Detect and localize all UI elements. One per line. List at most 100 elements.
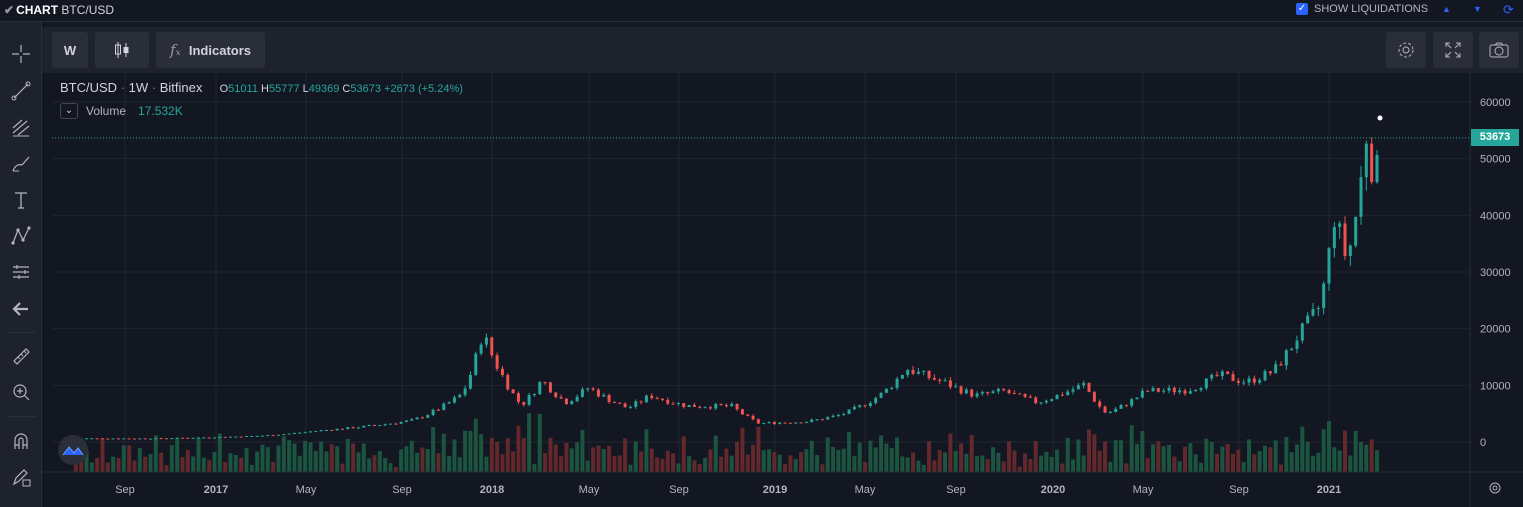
ruler-icon[interactable] bbox=[7, 342, 35, 370]
candle-body bbox=[447, 402, 451, 404]
candle-body bbox=[890, 387, 894, 389]
volume-bar bbox=[991, 447, 996, 472]
candle-body bbox=[1300, 323, 1304, 341]
volume-bar bbox=[212, 452, 217, 472]
show-liquidations-toggle[interactable]: ✓ SHOW LIQUIDATIONS bbox=[1296, 3, 1428, 15]
candle-body bbox=[308, 431, 312, 433]
y-tick-label: 10000 bbox=[1480, 380, 1511, 392]
indicators-button[interactable]: fₓ Indicators bbox=[156, 32, 265, 68]
candle-body bbox=[1135, 397, 1139, 400]
candle-body bbox=[1012, 393, 1016, 395]
volume-bar bbox=[425, 448, 430, 472]
volume-bar bbox=[191, 456, 196, 472]
volume-bar bbox=[1033, 441, 1038, 472]
pattern-icon[interactable] bbox=[7, 222, 35, 250]
prediction-icon[interactable] bbox=[7, 258, 35, 286]
candle-body bbox=[266, 435, 270, 437]
volume-bar bbox=[105, 462, 110, 472]
candle-body bbox=[1130, 399, 1134, 406]
fullscreen-button[interactable] bbox=[1433, 32, 1473, 68]
volume-bar bbox=[260, 444, 265, 472]
candle-body bbox=[287, 433, 291, 435]
chart-type-button[interactable] bbox=[95, 32, 149, 68]
arrow-up-icon[interactable]: ▲ bbox=[1442, 4, 1451, 14]
candle-body bbox=[772, 422, 776, 424]
snapshot-button[interactable] bbox=[1479, 32, 1519, 68]
candle-body bbox=[340, 428, 344, 430]
chart-grid bbox=[52, 73, 1470, 472]
candle-body bbox=[1076, 385, 1080, 390]
volume-bar bbox=[1311, 455, 1316, 472]
volume-bar bbox=[617, 455, 622, 472]
axis-settings-icon[interactable] bbox=[1489, 482, 1501, 494]
candle-body bbox=[954, 386, 958, 388]
pencil-lock-icon[interactable] bbox=[7, 463, 35, 491]
trend-line-icon[interactable] bbox=[7, 77, 35, 105]
candle-body bbox=[212, 437, 216, 439]
volume-bar bbox=[271, 461, 276, 472]
volume-bar bbox=[959, 443, 964, 472]
volume-bar bbox=[249, 464, 254, 472]
candle-body bbox=[1071, 389, 1075, 392]
candle-body bbox=[810, 419, 814, 423]
candle-body bbox=[260, 435, 264, 437]
volume-bar bbox=[1289, 452, 1294, 472]
refresh-icon[interactable]: ⟳ bbox=[1503, 2, 1514, 17]
candle-body bbox=[516, 393, 520, 402]
volume-bar bbox=[948, 433, 953, 472]
crosshair-icon[interactable] bbox=[7, 40, 35, 68]
zoom-in-icon[interactable] bbox=[7, 378, 35, 406]
volume-bar bbox=[1215, 453, 1220, 472]
volume-bar bbox=[132, 460, 137, 472]
volume-bar bbox=[164, 465, 169, 472]
candle-body bbox=[335, 428, 339, 431]
candle-body bbox=[458, 394, 462, 398]
magnet-icon[interactable] bbox=[7, 427, 35, 455]
volume-bar bbox=[84, 449, 89, 472]
volume-bar bbox=[1097, 450, 1102, 472]
volume-bar bbox=[1113, 440, 1118, 472]
candle-body bbox=[719, 403, 723, 406]
text-icon[interactable] bbox=[7, 186, 35, 214]
candle-body bbox=[842, 414, 846, 416]
volume-bar bbox=[767, 449, 772, 472]
volume-bar bbox=[783, 463, 788, 472]
candle-body bbox=[607, 394, 611, 402]
volume-bar bbox=[937, 450, 942, 472]
volume-bar bbox=[820, 464, 825, 472]
brush-icon[interactable] bbox=[7, 150, 35, 178]
volume-bar bbox=[1023, 453, 1028, 472]
checkbox-icon[interactable]: ✓ bbox=[1296, 3, 1308, 15]
volume-bar bbox=[692, 460, 697, 472]
candle-body bbox=[911, 370, 915, 374]
candle-body bbox=[207, 437, 211, 439]
volume-bar bbox=[1145, 458, 1150, 472]
volume-bar bbox=[1220, 446, 1225, 472]
candle-body bbox=[927, 370, 931, 378]
volume-bar bbox=[1209, 441, 1214, 472]
x-tick-label: 2020 bbox=[1041, 484, 1065, 496]
interval-button[interactable]: W bbox=[52, 32, 88, 68]
volume-bar bbox=[895, 437, 900, 472]
back-arrow-icon[interactable] bbox=[7, 295, 35, 323]
settings-button[interactable] bbox=[1386, 32, 1426, 68]
candle-body bbox=[559, 397, 563, 399]
candle-body bbox=[239, 436, 243, 438]
fib-retracement-icon[interactable] bbox=[7, 113, 35, 141]
volume-bar bbox=[313, 451, 318, 472]
candle-body bbox=[730, 403, 734, 407]
volume-value: 17.532K bbox=[138, 104, 183, 118]
volume-bar bbox=[153, 435, 158, 472]
candle-body bbox=[1050, 399, 1054, 401]
chevron-down-icon[interactable]: ⌄ bbox=[60, 103, 78, 119]
candle-body bbox=[831, 415, 835, 418]
candle-body bbox=[303, 432, 307, 434]
arrow-down-icon[interactable]: ▼ bbox=[1473, 4, 1482, 14]
volume-bar bbox=[1337, 450, 1342, 472]
volume-bar bbox=[596, 445, 601, 472]
candle-body bbox=[1295, 340, 1299, 349]
volume-bar bbox=[1252, 454, 1257, 472]
volume-bar bbox=[681, 436, 686, 472]
volume-bar bbox=[900, 456, 905, 472]
